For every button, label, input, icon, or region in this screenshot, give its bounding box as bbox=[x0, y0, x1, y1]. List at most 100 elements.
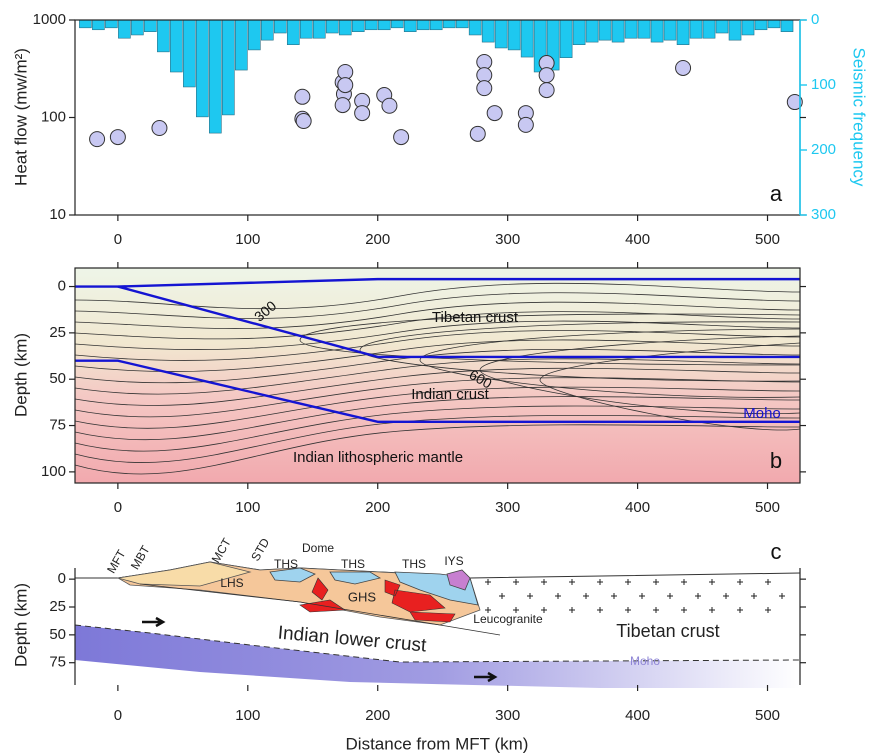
bar bbox=[702, 19, 716, 39]
isotherm bbox=[74, 301, 801, 329]
bar bbox=[650, 19, 664, 43]
detachment bbox=[139, 583, 501, 636]
bar bbox=[780, 19, 794, 32]
bar bbox=[170, 19, 183, 73]
plus bbox=[779, 593, 785, 599]
isotherm bbox=[74, 396, 801, 441]
annotation: GHS bbox=[348, 589, 377, 604]
bar bbox=[572, 19, 586, 46]
data-point bbox=[538, 82, 555, 99]
flow-arrow bbox=[142, 616, 166, 628]
isotherm bbox=[74, 367, 801, 406]
y-tick-label: 10 bbox=[49, 206, 66, 223]
y-tick-label: 50 bbox=[49, 370, 66, 387]
x-tick-label: 100 bbox=[235, 499, 260, 516]
x-tick-label: 500 bbox=[755, 231, 780, 248]
annotation: LHS bbox=[220, 576, 243, 590]
x-tick-label: 0 bbox=[114, 707, 122, 724]
line bbox=[117, 285, 800, 359]
y-tick-label: 75 bbox=[49, 654, 66, 671]
plus bbox=[667, 593, 673, 599]
bar bbox=[624, 19, 638, 39]
iys-unit bbox=[446, 569, 471, 591]
bar bbox=[222, 19, 235, 116]
bar bbox=[481, 19, 495, 43]
plus bbox=[499, 593, 505, 599]
tibetan-crust-pattern bbox=[485, 579, 785, 613]
isotherm bbox=[74, 282, 801, 310]
bar bbox=[403, 19, 417, 32]
bar bbox=[144, 19, 157, 32]
data-point bbox=[151, 120, 168, 137]
annotation: STD bbox=[248, 535, 272, 563]
data-point bbox=[393, 129, 410, 146]
annotation: c bbox=[771, 539, 782, 564]
ths-lens bbox=[329, 571, 382, 585]
plus bbox=[639, 593, 645, 599]
bar bbox=[131, 19, 144, 36]
annotation: Leucogranite bbox=[473, 612, 543, 626]
annotation: a bbox=[770, 181, 783, 206]
y-tick-label: 75 bbox=[49, 417, 66, 434]
isotherm bbox=[74, 358, 801, 395]
x-tick-label: 100 bbox=[235, 707, 260, 724]
bar bbox=[559, 19, 573, 59]
x-tick-label: 100 bbox=[235, 231, 260, 248]
data-point bbox=[486, 105, 503, 122]
data-point bbox=[675, 59, 692, 76]
plus bbox=[541, 607, 547, 613]
isotherm bbox=[479, 335, 801, 415]
y-tick-label: 0 bbox=[58, 570, 66, 587]
y-axis-label: Depth (km) bbox=[11, 333, 30, 417]
data-point bbox=[337, 77, 354, 94]
bar bbox=[494, 19, 508, 49]
bar bbox=[429, 19, 443, 31]
plus bbox=[625, 579, 631, 585]
y2-tick-label: 0 bbox=[811, 11, 819, 28]
line bbox=[75, 277, 800, 288]
bar bbox=[118, 19, 131, 39]
x-tick-label: 300 bbox=[495, 231, 520, 248]
annotation: Moho bbox=[630, 654, 660, 668]
x-tick-label: 500 bbox=[755, 499, 780, 516]
bar bbox=[715, 19, 729, 34]
plus bbox=[485, 607, 491, 613]
y-tick-label: 100 bbox=[41, 463, 66, 480]
data-point bbox=[381, 97, 398, 114]
plus bbox=[653, 579, 659, 585]
y-tick-label: 25 bbox=[49, 598, 66, 615]
bar bbox=[689, 19, 703, 39]
annotation: IYS bbox=[444, 554, 463, 568]
x-tick-label: 500 bbox=[755, 707, 780, 724]
plus bbox=[681, 579, 687, 585]
data-point bbox=[294, 88, 311, 105]
bar bbox=[299, 19, 313, 39]
plus bbox=[513, 607, 519, 613]
plus bbox=[569, 579, 575, 585]
x-tick-label: 200 bbox=[365, 499, 390, 516]
bar bbox=[273, 19, 287, 34]
isotherm bbox=[74, 320, 801, 350]
plus bbox=[653, 607, 659, 613]
leucogranite-bodies bbox=[299, 577, 456, 623]
y-tick-label: 1000 bbox=[33, 11, 66, 28]
isotherm bbox=[74, 292, 801, 319]
x-tick-label: 0 bbox=[114, 231, 122, 248]
y2-tick-label: 200 bbox=[811, 141, 836, 158]
plot-frame bbox=[74, 267, 801, 484]
x-tick-label: 400 bbox=[625, 707, 650, 724]
data-point bbox=[476, 80, 493, 97]
bar bbox=[468, 19, 482, 36]
plus bbox=[751, 593, 757, 599]
bar bbox=[351, 19, 365, 32]
plus bbox=[611, 593, 617, 599]
y-axis-label: Heat flow (mw/m²) bbox=[11, 48, 30, 186]
bar bbox=[157, 19, 170, 53]
bar bbox=[741, 19, 755, 36]
plus bbox=[597, 579, 603, 585]
bar bbox=[611, 19, 625, 43]
bar bbox=[663, 19, 677, 41]
annotation: THS bbox=[274, 557, 298, 571]
x-tick-label: 0 bbox=[114, 499, 122, 516]
